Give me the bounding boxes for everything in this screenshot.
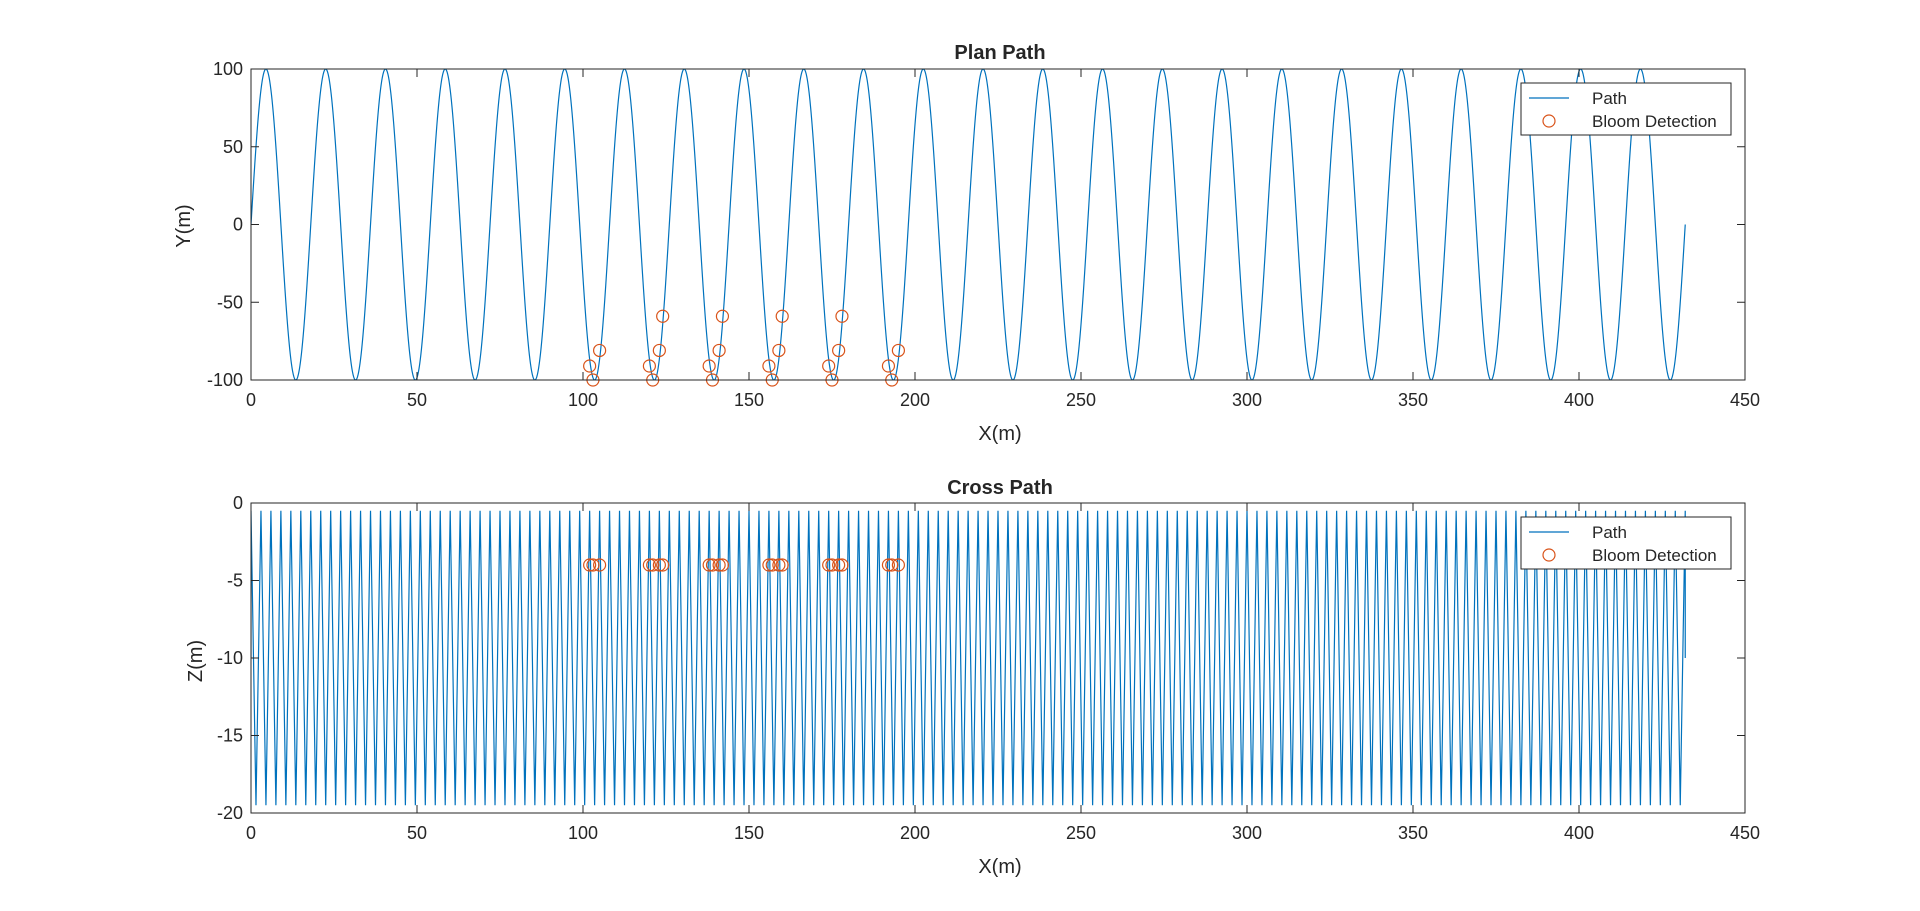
plan-path-x-axis-label: X(m) <box>978 423 1021 445</box>
cross-path-bloom-detection-point <box>705 558 720 572</box>
plan-path-x-tick-label: 300 <box>1232 390 1262 410</box>
cross-path-chart: Cross Path X(m) Z(m) 0 50 100 150 200 250 300 3… <box>185 477 1760 878</box>
cross-path-bloom-detection-point <box>702 558 716 572</box>
plan-path-y-tick-label: 100 <box>213 59 243 79</box>
plan-path-y-axis-label: Y(m) <box>173 204 195 247</box>
cross-path-bloom-detection-point <box>825 558 839 572</box>
plan-path-title: Plan Path <box>954 42 1045 64</box>
cross-path-legend-path-label: Path <box>1592 523 1627 542</box>
cross-path-bloom-detection-point <box>881 558 896 572</box>
plan-path-y-tick-label: -100 <box>207 370 243 390</box>
plan-path-x-tick-label: 450 <box>1730 390 1760 410</box>
cross-path-bloom-detection-point <box>715 558 730 572</box>
cross-path-bloom-detection-point <box>835 558 849 572</box>
plan-path-legend-path-label: Path <box>1592 89 1627 108</box>
cross-path-bloom-detection-point <box>656 558 670 572</box>
plan-path-x-tick-label: 0 <box>246 390 256 410</box>
plan-path-bloom-detection-point <box>835 309 849 323</box>
cross-path-bloom-detection-point <box>712 558 726 572</box>
plan-path-bloom-detection-point <box>775 309 789 323</box>
plan-path-legend-bloom-label: Bloom Detection <box>1592 112 1717 131</box>
plan-path-x-tick-label: 100 <box>568 390 598 410</box>
plan-path-x-tick-label: 350 <box>1398 390 1428 410</box>
cross-path-bloom-detection-point <box>822 558 836 572</box>
plan-path-bloom-detection-point <box>832 343 846 358</box>
cross-path-y-tick-label: -10 <box>217 648 243 668</box>
cross-path-legend-bloom-swatch <box>1542 548 1556 562</box>
plan-path-bloom-detection-point <box>652 343 666 358</box>
plan-path-y-tick-label: 0 <box>233 215 243 235</box>
cross-path-x-tick-label: 200 <box>900 823 930 843</box>
plan-path-bloom-detection-point <box>772 343 786 358</box>
cross-path-bloom-detection-point <box>765 558 779 572</box>
plan-path-plot-area: 0 50 100 150 200 250 300 350 400 450 -100 -50 0 50 100… <box>207 59 1760 410</box>
plan-path-legend-bloom-swatch <box>1542 114 1556 128</box>
plan-path-bloom-detection-point <box>642 359 657 373</box>
cross-path-x-tick-label: 350 <box>1398 823 1428 843</box>
cross-path-bloom-detection-point <box>775 558 789 572</box>
cross-path-x-tick-label: 0 <box>246 823 256 843</box>
plan-path-bloom-detection-point <box>822 359 836 373</box>
cross-path-x-tick-label: 50 <box>407 823 427 843</box>
cross-path-x-tick-label: 150 <box>734 823 764 843</box>
plan-path-x-tick-label: 400 <box>1564 390 1594 410</box>
cross-path-y-tick-label: 0 <box>233 493 243 513</box>
plan-path-bloom-detection-point <box>712 343 726 358</box>
plan-path-x-tick-label: 200 <box>900 390 930 410</box>
cross-path-y-tick-label: -20 <box>217 803 243 823</box>
cross-path-bloom-detection-point <box>583 558 597 572</box>
cross-path-bloom-detection-point <box>586 558 600 572</box>
plan-path-bloom-detection-point <box>656 309 670 323</box>
cross-path-path-series-line <box>251 510 1686 806</box>
plan-path-y-tick-label: 50 <box>223 137 243 157</box>
cross-path-y-tick-label: -5 <box>227 571 243 591</box>
plan-path-bloom-detection-point <box>702 359 716 373</box>
cross-path-plot-area: 0 50 100 150 200 250 300 350 400 450 -20 -15 -10 -5 0 P… <box>217 493 1760 843</box>
plan-path-x-tick-label: 250 <box>1066 390 1096 410</box>
cross-path-x-tick-label: 300 <box>1232 823 1262 843</box>
plan-path-y-tick-label: -50 <box>217 292 243 312</box>
cross-path-y-axis-label: Z(m) <box>185 640 207 682</box>
cross-path-x-tick-label: 100 <box>568 823 598 843</box>
cross-path-y-tick-label: -15 <box>217 726 243 746</box>
cross-path-bloom-detection-point <box>772 558 786 572</box>
cross-path-legend: Path Bloom Detection <box>1520 516 1732 570</box>
cross-path-bloom-detection-point <box>646 558 660 572</box>
cross-path-bloom-detection-point <box>592 558 607 572</box>
cross-path-x-tick-label: 400 <box>1564 823 1594 843</box>
cross-path-bloom-detection-point <box>885 558 899 572</box>
cross-path-bloom-detection-point <box>891 558 906 572</box>
plan-path-bloom-detection-point <box>592 343 607 358</box>
plan-path-bloom-detection-point <box>715 309 730 323</box>
plan-path-x-tick-label: 50 <box>407 390 427 410</box>
plan-path-bloom-detection-point <box>762 359 776 373</box>
plan-path-bloom-detection-point <box>891 343 906 358</box>
plan-path-legend: Path Bloom Detection <box>1520 82 1732 136</box>
cross-path-bloom-detection-point <box>832 558 846 572</box>
plan-path-chart: Plan Path X(m) Y(m) 0 50 100 150 200 250 300 35… <box>173 42 1760 445</box>
plan-path-bloom-detection-point <box>583 359 597 373</box>
cross-path-legend-box <box>1520 516 1732 570</box>
cross-path-bloom-detection-point <box>762 558 776 572</box>
cross-path-legend-bloom-label: Bloom Detection <box>1592 546 1717 565</box>
cross-path-bloom-detection-point <box>652 558 666 572</box>
plan-path-bloom-detection-point <box>881 359 896 373</box>
plan-path-x-tick-label: 150 <box>734 390 764 410</box>
cross-path-x-axis-label: X(m) <box>978 856 1021 878</box>
cross-path-bloom-detection-point <box>642 558 657 572</box>
cross-path-x-tick-label: 450 <box>1730 823 1760 843</box>
plan-path-path-series-line <box>251 69 1686 380</box>
cross-path-x-tick-label: 250 <box>1066 823 1096 843</box>
plan-path-legend-box <box>1520 82 1732 136</box>
cross-path-title: Cross Path <box>947 477 1053 499</box>
